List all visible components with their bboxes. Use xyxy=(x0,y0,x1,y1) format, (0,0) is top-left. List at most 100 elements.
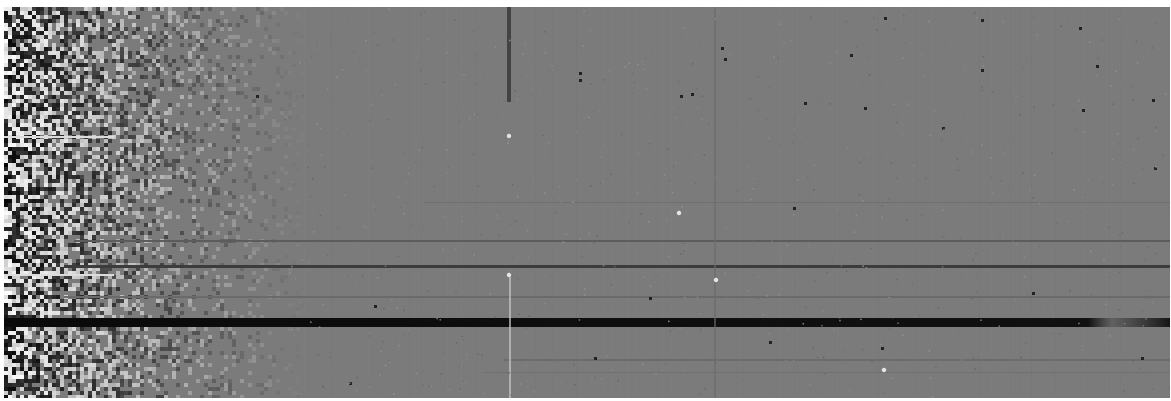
speckle xyxy=(1033,174,1036,177)
noise-pixel xyxy=(20,347,24,351)
noise-pixel xyxy=(40,7,44,11)
noise-pixel xyxy=(136,59,140,63)
speckle xyxy=(330,39,332,41)
noise-pixel xyxy=(28,15,32,19)
noise-pixel xyxy=(296,375,300,379)
noise-pixel xyxy=(48,207,52,211)
noise-pixel xyxy=(216,283,220,287)
noise-pixel xyxy=(88,139,92,143)
sky-line xyxy=(74,240,1170,242)
noise-pixel xyxy=(236,359,240,363)
speckle xyxy=(927,20,930,23)
noise-pixel xyxy=(276,135,280,139)
noise-pixel xyxy=(56,71,60,75)
noise-pixel xyxy=(20,51,24,55)
noise-pixel xyxy=(164,307,168,311)
speckle xyxy=(482,393,485,395)
noise-pixel xyxy=(240,351,244,355)
noise-pixel xyxy=(48,271,52,275)
noise-pixel xyxy=(232,391,236,395)
noise-pixel xyxy=(244,167,248,171)
noise-pixel xyxy=(44,151,48,155)
noise-pixel xyxy=(40,139,44,143)
speckle xyxy=(461,335,464,338)
speckle xyxy=(663,174,666,176)
noise-pixel xyxy=(228,155,232,159)
noise-pixel xyxy=(132,7,136,11)
noise-pixel xyxy=(80,31,84,35)
noise-pixel xyxy=(228,167,232,171)
noise-pixel xyxy=(196,231,200,235)
noise-pixel xyxy=(56,391,60,395)
noise-pixel xyxy=(208,391,212,395)
noise-pixel xyxy=(56,179,60,183)
noise-pixel xyxy=(156,139,160,143)
noise-pixel xyxy=(60,195,64,199)
noise-pixel xyxy=(132,199,136,203)
noise-pixel xyxy=(248,123,252,127)
noise-pixel xyxy=(296,391,300,395)
noise-pixel xyxy=(72,59,76,63)
speckle xyxy=(980,144,983,147)
noise-pixel xyxy=(36,187,40,191)
noise-pixel xyxy=(32,151,36,155)
noise-pixel xyxy=(112,383,116,387)
noise-pixel xyxy=(60,99,64,103)
noise-pixel xyxy=(12,371,16,375)
speckle xyxy=(519,383,522,385)
speckle xyxy=(1145,318,1147,320)
noise-pixel xyxy=(140,347,144,351)
noise-pixel xyxy=(64,107,68,111)
noise-pixel xyxy=(188,103,192,107)
noise-pixel xyxy=(12,123,16,127)
speckle xyxy=(473,113,476,115)
noise-pixel xyxy=(24,143,28,147)
noise-pixel xyxy=(72,167,76,171)
dark-spot xyxy=(942,127,945,130)
speckle xyxy=(961,359,963,361)
noise-pixel xyxy=(28,367,32,371)
noise-pixel xyxy=(8,111,12,115)
noise-pixel xyxy=(208,167,212,171)
speckle xyxy=(669,330,672,333)
noise-pixel xyxy=(112,39,116,43)
noise-pixel xyxy=(92,183,96,187)
noise-pixel xyxy=(156,155,160,159)
noise-pixel xyxy=(68,131,72,135)
noise-pixel xyxy=(60,7,64,11)
noise-pixel xyxy=(16,131,20,135)
speckle xyxy=(477,353,479,355)
noise-pixel xyxy=(284,171,288,175)
speckle xyxy=(645,88,648,90)
noise-pixel xyxy=(12,191,16,195)
noise-pixel xyxy=(128,207,132,211)
speckle xyxy=(1024,275,1026,278)
noise-pixel xyxy=(80,287,84,291)
noise-pixel xyxy=(240,91,244,95)
noise-pixel xyxy=(220,307,224,311)
noise-pixel xyxy=(12,75,16,79)
noise-pixel xyxy=(88,147,92,151)
noise-pixel xyxy=(196,199,200,203)
noise-pixel xyxy=(204,327,208,331)
noise-pixel xyxy=(144,347,148,351)
noise-pixel xyxy=(80,219,84,223)
noise-pixel xyxy=(92,83,96,87)
speckle xyxy=(524,220,526,223)
noise-pixel xyxy=(288,95,292,99)
noise-pixel xyxy=(88,243,92,247)
noise-pixel xyxy=(128,199,132,203)
speckle xyxy=(866,56,868,58)
speckle xyxy=(336,227,339,229)
noise-pixel xyxy=(56,267,60,271)
noise-pixel xyxy=(44,275,48,279)
noise-pixel xyxy=(220,23,224,27)
noise-pixel xyxy=(64,51,68,55)
noise-pixel xyxy=(248,359,252,363)
noise-pixel xyxy=(192,131,196,135)
noise-pixel xyxy=(24,207,28,211)
noise-pixel xyxy=(292,127,296,131)
speckle xyxy=(963,66,965,68)
speckle xyxy=(349,382,351,384)
noise-pixel xyxy=(16,151,20,155)
